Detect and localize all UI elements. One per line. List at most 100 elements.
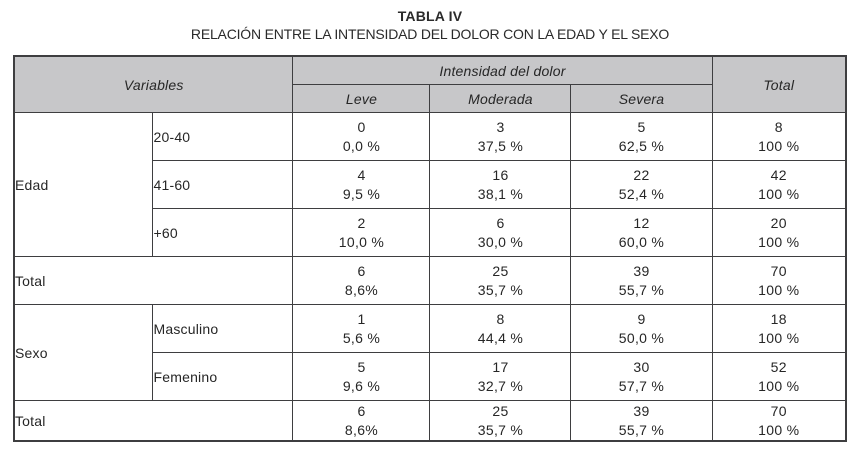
percent-value: 8,6% xyxy=(344,281,379,298)
header-intensidad: Intensidad del dolor xyxy=(292,55,713,85)
percent-value: 100 % xyxy=(758,233,800,250)
header-leve: Leve xyxy=(292,84,431,113)
count-value: 52 xyxy=(770,358,787,375)
percent-value: 10,0 % xyxy=(338,233,385,250)
count-value: 42 xyxy=(770,166,787,183)
percent-value: 9,6 % xyxy=(342,377,381,394)
data-table: Variables Intensidad del dolor Total Lev… xyxy=(12,55,848,442)
header-total: Total xyxy=(711,55,847,113)
header-severa: Severa xyxy=(570,84,713,113)
percent-value: 100 % xyxy=(758,281,800,298)
cell-total: 42 100 % xyxy=(711,160,847,209)
cell-leve: 6 8,6% xyxy=(292,256,431,305)
cell-severa: 22 52,4 % xyxy=(570,160,713,209)
percent-value: 9,5 % xyxy=(342,185,381,202)
count-value: 25 xyxy=(492,262,509,279)
cell-leve: 2 10,0 % xyxy=(292,208,431,257)
cell-moderada: 6 30,0 % xyxy=(429,208,572,257)
percent-value: 35,7 % xyxy=(477,281,524,298)
percent-value: 38,1 % xyxy=(477,185,524,202)
count-value: 20 xyxy=(770,214,787,231)
header-moderada: Moderada xyxy=(429,84,572,113)
count-value: 22 xyxy=(633,166,650,183)
category-label: 20-40 xyxy=(152,112,294,161)
cell-leve: 0 0,0 % xyxy=(292,112,431,161)
cell-moderada: 25 35,7 % xyxy=(429,400,572,442)
count-value: 16 xyxy=(492,166,509,183)
percent-value: 50,0 % xyxy=(618,329,665,346)
row-edad-41-60: 41-60 4 9,5 % 16 38,1 % 22 52,4 % 42 100 % xyxy=(14,160,847,209)
row-total-edad: Total 6 8,6% 25 35,7 % 39 55,7 % 70 100 % xyxy=(13,256,847,305)
group-label-edad: Edad xyxy=(13,112,154,257)
cell-severa: 9 50,0 % xyxy=(570,304,713,353)
percent-value: 52,4 % xyxy=(618,185,665,202)
percent-value: 100 % xyxy=(758,377,800,394)
cell-severa: 12 60,0 % xyxy=(570,208,713,257)
percent-value: 0,0 % xyxy=(342,137,381,154)
percent-value: 5,6 % xyxy=(342,329,381,346)
cell-leve: 4 9,5 % xyxy=(292,160,431,209)
total-label: Total xyxy=(13,400,294,442)
group-label-sexo: Sexo xyxy=(13,304,154,401)
cell-total: 8 100 % xyxy=(711,112,847,161)
count-value: 5 xyxy=(357,358,366,375)
count-value: 70 xyxy=(770,262,787,279)
cell-severa: 39 55,7 % xyxy=(570,400,713,442)
cell-moderada: 3 37,5 % xyxy=(429,112,572,161)
header-row-2: Leve Moderada Severa xyxy=(14,84,846,113)
count-value: 70 xyxy=(770,402,787,419)
count-value: 6 xyxy=(357,402,366,419)
count-value: 18 xyxy=(770,310,787,327)
cell-moderada: 17 32,7 % xyxy=(429,352,572,401)
cell-total: 20 100 % xyxy=(711,208,847,257)
percent-value: 35,7 % xyxy=(477,421,524,438)
cell-leve: 1 5,6 % xyxy=(292,304,431,353)
percent-value: 8,6% xyxy=(344,421,379,438)
category-label: +60 xyxy=(152,208,294,257)
cell-total: 70 100 % xyxy=(711,256,847,305)
percent-value: 55,7 % xyxy=(618,421,665,438)
cell-severa: 30 57,7 % xyxy=(570,352,713,401)
row-edad-20-40: Edad 20-40 0 0,0 % 3 37,5 % 5 62,5 % 8 100 % xyxy=(13,112,847,257)
count-value: 5 xyxy=(637,118,646,135)
total-label: Total xyxy=(13,256,294,305)
count-value: 39 xyxy=(633,262,650,279)
percent-value: 30,0 % xyxy=(477,233,524,250)
cell-total: 70 100 % xyxy=(711,400,847,442)
category-label: Masculino xyxy=(152,304,294,353)
count-value: 8 xyxy=(496,310,505,327)
cell-severa: 5 62,5 % xyxy=(570,112,713,161)
percent-value: 100 % xyxy=(758,329,800,346)
count-value: 12 xyxy=(633,214,650,231)
row-sexo-masculino: Sexo Masculino 1 5,6 % 8 44,4 % 9 50,0 % 18… xyxy=(13,304,847,401)
count-value: 6 xyxy=(496,214,505,231)
percent-value: 100 % xyxy=(758,421,800,438)
table-subtitle: RELACIÓN ENTRE LA INTENSIDAD DEL DOLOR C… xyxy=(190,26,670,42)
percent-value: 62,5 % xyxy=(618,137,665,154)
cell-severa: 39 55,7 % xyxy=(570,256,713,305)
table-title: TABLA IV xyxy=(397,8,463,24)
percent-value: 100 % xyxy=(758,137,800,154)
header-row-1: Variables Intensidad del dolor Total xyxy=(13,55,847,113)
count-value: 9 xyxy=(637,310,646,327)
count-value: 17 xyxy=(492,358,509,375)
header-variables: Variables xyxy=(13,55,294,113)
count-value: 39 xyxy=(633,402,650,419)
table-caption: TABLA IV RELACIÓN ENTRE LA INTENSIDAD DE… xyxy=(0,0,860,44)
percent-value: 32,7 % xyxy=(477,377,524,394)
count-value: 3 xyxy=(496,118,505,135)
cell-moderada: 8 44,4 % xyxy=(429,304,572,353)
cell-moderada: 16 38,1 % xyxy=(429,160,572,209)
cell-leve: 5 9,6 % xyxy=(292,352,431,401)
row-sexo-femenino: Femenino 5 9,6 % 17 32,7 % 30 57,7 % 52 100 … xyxy=(14,352,847,401)
cell-total: 18 100 % xyxy=(711,304,847,353)
percent-value: 60,0 % xyxy=(618,233,665,250)
count-value: 30 xyxy=(633,358,650,375)
count-value: 8 xyxy=(774,118,783,135)
percent-value: 44,4 % xyxy=(477,329,524,346)
percent-value: 37,5 % xyxy=(477,137,524,154)
cell-moderada: 25 35,7 % xyxy=(429,256,572,305)
percent-value: 55,7 % xyxy=(618,281,665,298)
count-value: 6 xyxy=(357,262,366,279)
